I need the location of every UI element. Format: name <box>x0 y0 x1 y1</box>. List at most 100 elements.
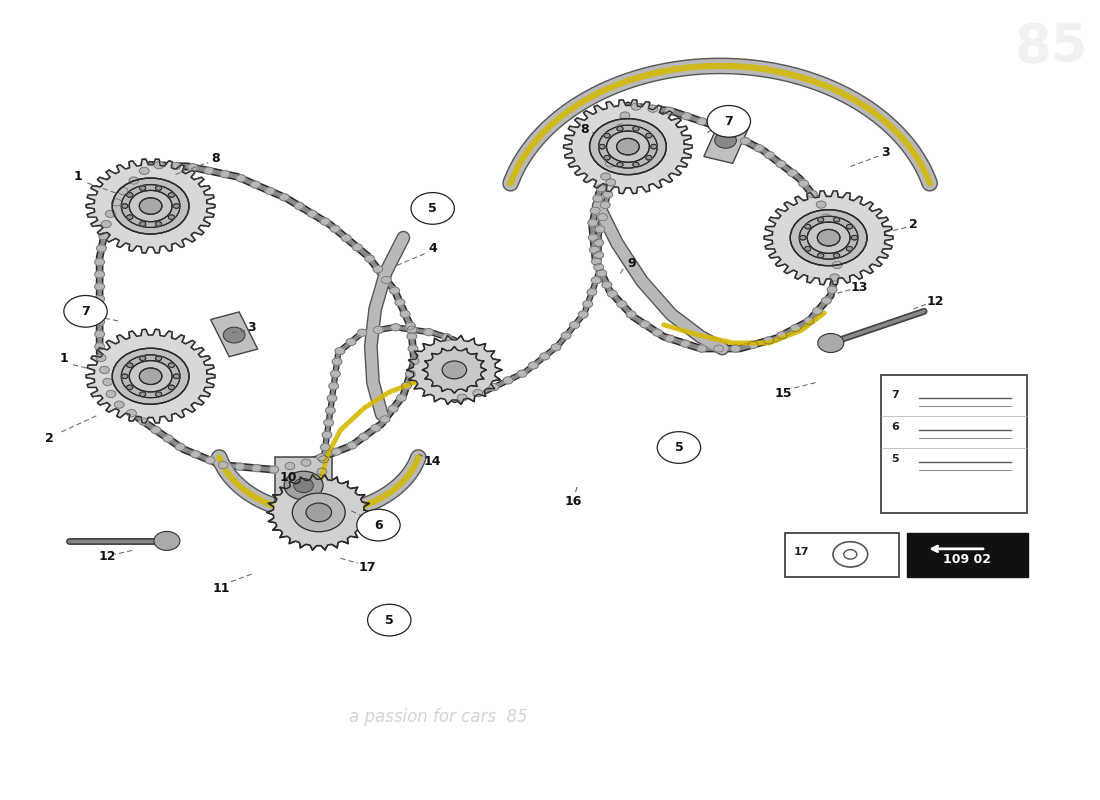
Circle shape <box>602 282 612 289</box>
Text: a passion for cars  85: a passion for cars 85 <box>349 708 528 726</box>
Circle shape <box>359 434 369 440</box>
Circle shape <box>590 246 600 254</box>
Circle shape <box>121 355 180 398</box>
Circle shape <box>317 468 327 475</box>
Circle shape <box>294 478 313 493</box>
Circle shape <box>126 193 133 198</box>
Circle shape <box>122 374 128 378</box>
Circle shape <box>597 214 607 221</box>
Circle shape <box>170 162 180 170</box>
Circle shape <box>829 274 839 281</box>
Circle shape <box>846 224 852 229</box>
Circle shape <box>800 235 806 240</box>
Circle shape <box>851 235 858 240</box>
Circle shape <box>427 350 482 390</box>
Circle shape <box>682 113 692 120</box>
Circle shape <box>112 178 189 234</box>
Circle shape <box>400 310 410 318</box>
Circle shape <box>592 277 601 284</box>
Circle shape <box>833 262 843 269</box>
Circle shape <box>406 322 415 330</box>
Circle shape <box>95 318 104 326</box>
Circle shape <box>174 204 179 208</box>
Circle shape <box>218 462 228 469</box>
Circle shape <box>681 340 690 347</box>
Circle shape <box>697 118 706 125</box>
Circle shape <box>600 145 605 149</box>
Circle shape <box>646 155 652 160</box>
Circle shape <box>790 210 867 266</box>
Circle shape <box>606 179 616 186</box>
Circle shape <box>306 503 331 522</box>
Circle shape <box>155 356 162 361</box>
Circle shape <box>617 162 623 167</box>
Polygon shape <box>86 159 214 253</box>
Circle shape <box>594 239 604 246</box>
Circle shape <box>408 345 418 352</box>
Text: 6: 6 <box>374 518 383 531</box>
Polygon shape <box>764 191 893 285</box>
Text: 8: 8 <box>211 152 220 165</box>
Circle shape <box>155 186 162 190</box>
Circle shape <box>603 191 613 198</box>
Circle shape <box>99 366 109 374</box>
Circle shape <box>604 134 611 138</box>
Circle shape <box>285 462 295 470</box>
Circle shape <box>175 443 185 450</box>
Polygon shape <box>563 100 692 194</box>
Circle shape <box>664 107 674 114</box>
Circle shape <box>122 204 128 208</box>
Circle shape <box>740 138 750 145</box>
Circle shape <box>714 345 724 352</box>
Circle shape <box>540 353 550 360</box>
Polygon shape <box>86 330 214 423</box>
Circle shape <box>631 103 641 110</box>
Circle shape <box>106 210 116 218</box>
Circle shape <box>804 224 811 229</box>
Text: 16: 16 <box>565 495 582 508</box>
Circle shape <box>140 222 145 226</box>
Circle shape <box>390 324 400 331</box>
Circle shape <box>817 230 840 246</box>
Text: 10: 10 <box>279 471 297 484</box>
Circle shape <box>822 297 832 304</box>
Circle shape <box>121 185 180 227</box>
Circle shape <box>330 226 340 233</box>
Circle shape <box>346 338 356 346</box>
Circle shape <box>846 224 852 229</box>
Circle shape <box>268 466 278 473</box>
Text: 6: 6 <box>891 422 900 432</box>
Circle shape <box>95 295 104 302</box>
Circle shape <box>804 246 811 251</box>
Circle shape <box>330 370 340 378</box>
Circle shape <box>371 425 381 432</box>
Circle shape <box>326 407 336 414</box>
Circle shape <box>822 214 832 221</box>
Circle shape <box>626 310 636 318</box>
Circle shape <box>607 290 617 298</box>
Circle shape <box>140 392 145 397</box>
Circle shape <box>367 604 411 636</box>
Circle shape <box>96 354 106 362</box>
Circle shape <box>817 254 824 258</box>
Text: 7: 7 <box>81 305 90 318</box>
Circle shape <box>332 358 342 366</box>
Bar <box>275 457 332 514</box>
Circle shape <box>168 215 175 219</box>
Circle shape <box>365 255 374 262</box>
Circle shape <box>572 106 684 188</box>
Circle shape <box>829 250 839 256</box>
Circle shape <box>295 202 304 210</box>
Circle shape <box>442 361 466 379</box>
Circle shape <box>414 340 496 400</box>
Circle shape <box>155 392 162 397</box>
Circle shape <box>605 160 615 167</box>
Circle shape <box>617 301 627 308</box>
Circle shape <box>804 224 811 229</box>
Circle shape <box>657 432 701 463</box>
Bar <box>881 374 1027 514</box>
Circle shape <box>114 401 124 408</box>
Circle shape <box>617 138 639 155</box>
Bar <box>210 312 257 357</box>
Circle shape <box>140 356 145 361</box>
